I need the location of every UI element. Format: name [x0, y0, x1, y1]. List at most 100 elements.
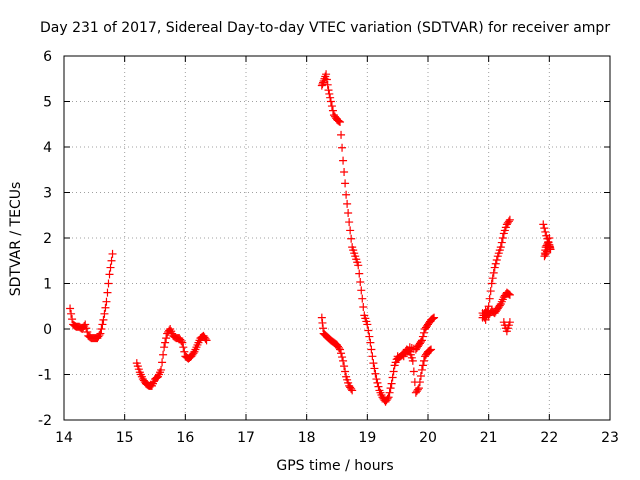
- data-point: [347, 384, 356, 393]
- data-point: [384, 393, 393, 402]
- data-point: [95, 331, 104, 340]
- data-point: [419, 328, 428, 337]
- data-point: [428, 315, 437, 324]
- y-tick-label: 5: [43, 95, 52, 111]
- y-tick-label: -2: [38, 413, 52, 429]
- data-point: [160, 343, 169, 352]
- data-point: [157, 365, 166, 374]
- data-point: [367, 345, 376, 354]
- data-point: [408, 356, 417, 365]
- data-point: [98, 320, 107, 329]
- data-point: [385, 388, 394, 397]
- series-segment-1: [66, 249, 117, 343]
- data-point: [104, 279, 113, 288]
- data-point: [340, 362, 349, 371]
- x-tick-label: 14: [55, 430, 73, 446]
- data-point: [325, 89, 334, 98]
- data-point: [161, 338, 170, 347]
- data-point: [177, 337, 186, 346]
- data-point: [97, 325, 106, 333]
- data-point: [337, 130, 346, 139]
- data-point: [386, 384, 395, 393]
- data-point: [100, 309, 109, 318]
- y-tick-label: 6: [43, 49, 52, 65]
- data-point: [387, 379, 396, 388]
- data-point: [363, 320, 372, 329]
- data-point: [106, 263, 115, 272]
- data-point: [318, 318, 327, 327]
- data-point: [67, 309, 76, 318]
- data-point: [339, 356, 348, 365]
- data-point: [485, 294, 494, 303]
- data-point: [417, 365, 426, 374]
- data-point: [498, 234, 507, 242]
- data-point: [505, 318, 514, 327]
- data-point: [324, 86, 333, 95]
- data-point: [180, 347, 189, 356]
- data-point: [326, 93, 335, 102]
- data-point: [540, 224, 549, 233]
- data-point: [345, 218, 354, 227]
- data-point: [319, 324, 328, 333]
- data-point: [489, 268, 498, 277]
- data-point: [426, 346, 435, 355]
- series-segment-4: [317, 70, 402, 406]
- data-point: [413, 385, 422, 394]
- data-point: [317, 313, 326, 322]
- data-point: [359, 303, 368, 312]
- gridlines: [64, 56, 610, 420]
- data-point: [355, 269, 364, 278]
- data-point: [344, 208, 353, 217]
- data-point: [409, 367, 418, 376]
- data-point: [107, 256, 116, 265]
- data-point: [341, 179, 350, 188]
- data-point: [338, 353, 347, 362]
- data-point: [102, 297, 111, 306]
- data-point: [326, 97, 335, 106]
- data-point: [497, 238, 506, 247]
- data-point: [430, 313, 439, 322]
- data-point: [82, 324, 91, 333]
- data-point: [101, 303, 110, 312]
- data-point: [338, 143, 347, 152]
- data-point: [358, 294, 367, 303]
- y-tick-label: -1: [38, 368, 52, 384]
- data-point: [162, 334, 171, 343]
- data-point: [328, 106, 337, 115]
- x-axis-label: GPS time / hours: [276, 458, 393, 474]
- data-point: [389, 367, 398, 376]
- data-point: [337, 349, 346, 358]
- data-point: [365, 332, 374, 341]
- data-point: [339, 156, 348, 165]
- data-point: [492, 255, 501, 264]
- data-point: [414, 384, 423, 393]
- data-point: [416, 372, 425, 381]
- x-tick-label: 23: [601, 430, 619, 446]
- data-point: [347, 234, 356, 243]
- data-point: [158, 358, 167, 367]
- data-point: [425, 346, 434, 355]
- data-point: [373, 378, 382, 387]
- x-tick-label: 16: [176, 430, 194, 446]
- data-point: [366, 338, 375, 347]
- data-point: [105, 270, 114, 279]
- y-tick-label: 4: [43, 140, 52, 156]
- data-point: [495, 301, 504, 310]
- data-point: [323, 80, 332, 89]
- x-tick-label: 15: [116, 430, 134, 446]
- series-segment-6: [399, 313, 439, 361]
- data-point: [346, 226, 355, 235]
- y-tick-label: 2: [43, 231, 52, 247]
- data-point: [539, 220, 548, 229]
- data-point: [335, 343, 344, 352]
- x-tick-label: 21: [480, 430, 498, 446]
- data-point: [364, 326, 373, 335]
- series-segment-8: [478, 288, 514, 322]
- data-point: [202, 336, 211, 345]
- x-tick-label: 19: [358, 430, 376, 446]
- data-point: [484, 302, 493, 311]
- data-point: [368, 352, 377, 361]
- series-segment-10: [539, 220, 555, 261]
